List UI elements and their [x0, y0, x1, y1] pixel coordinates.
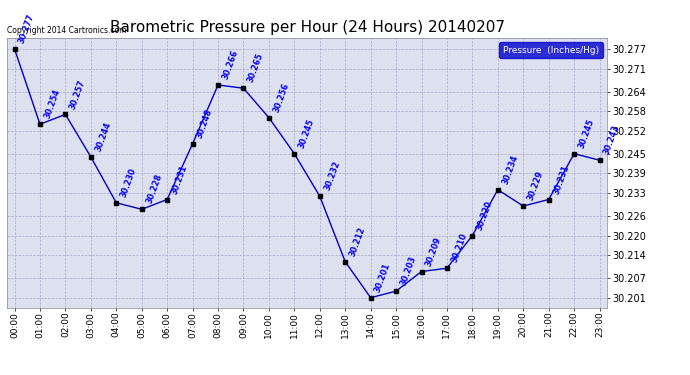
Text: 30.254: 30.254	[43, 88, 61, 120]
Text: 30.245: 30.245	[577, 117, 596, 150]
Text: 30.277: 30.277	[17, 13, 37, 45]
Text: 30.265: 30.265	[246, 52, 265, 84]
Text: 30.244: 30.244	[94, 121, 112, 153]
Text: 30.229: 30.229	[526, 170, 545, 202]
Text: 30.220: 30.220	[475, 199, 494, 231]
Text: 30.231: 30.231	[170, 164, 189, 195]
Text: 30.203: 30.203	[399, 255, 418, 287]
Text: 30.232: 30.232	[322, 160, 342, 192]
Text: 30.230: 30.230	[119, 166, 138, 199]
Text: 30.209: 30.209	[424, 236, 443, 267]
Text: 30.231: 30.231	[551, 164, 571, 195]
Legend: Pressure  (Inches/Hg): Pressure (Inches/Hg)	[500, 42, 602, 58]
Text: 30.257: 30.257	[68, 78, 87, 110]
Text: 30.234: 30.234	[501, 153, 520, 186]
Text: 30.212: 30.212	[348, 225, 367, 258]
Text: 30.228: 30.228	[144, 173, 164, 205]
Text: Copyright 2014 Cartronics.com: Copyright 2014 Cartronics.com	[7, 26, 126, 35]
Text: 30.243: 30.243	[602, 124, 621, 156]
Title: Barometric Pressure per Hour (24 Hours) 20140207: Barometric Pressure per Hour (24 Hours) …	[110, 20, 504, 35]
Text: 30.245: 30.245	[297, 117, 316, 150]
Text: 30.201: 30.201	[373, 261, 393, 294]
Text: 30.248: 30.248	[195, 108, 215, 140]
Text: 30.210: 30.210	[450, 232, 469, 264]
Text: 30.256: 30.256	[272, 81, 290, 114]
Text: 30.266: 30.266	[221, 49, 239, 81]
